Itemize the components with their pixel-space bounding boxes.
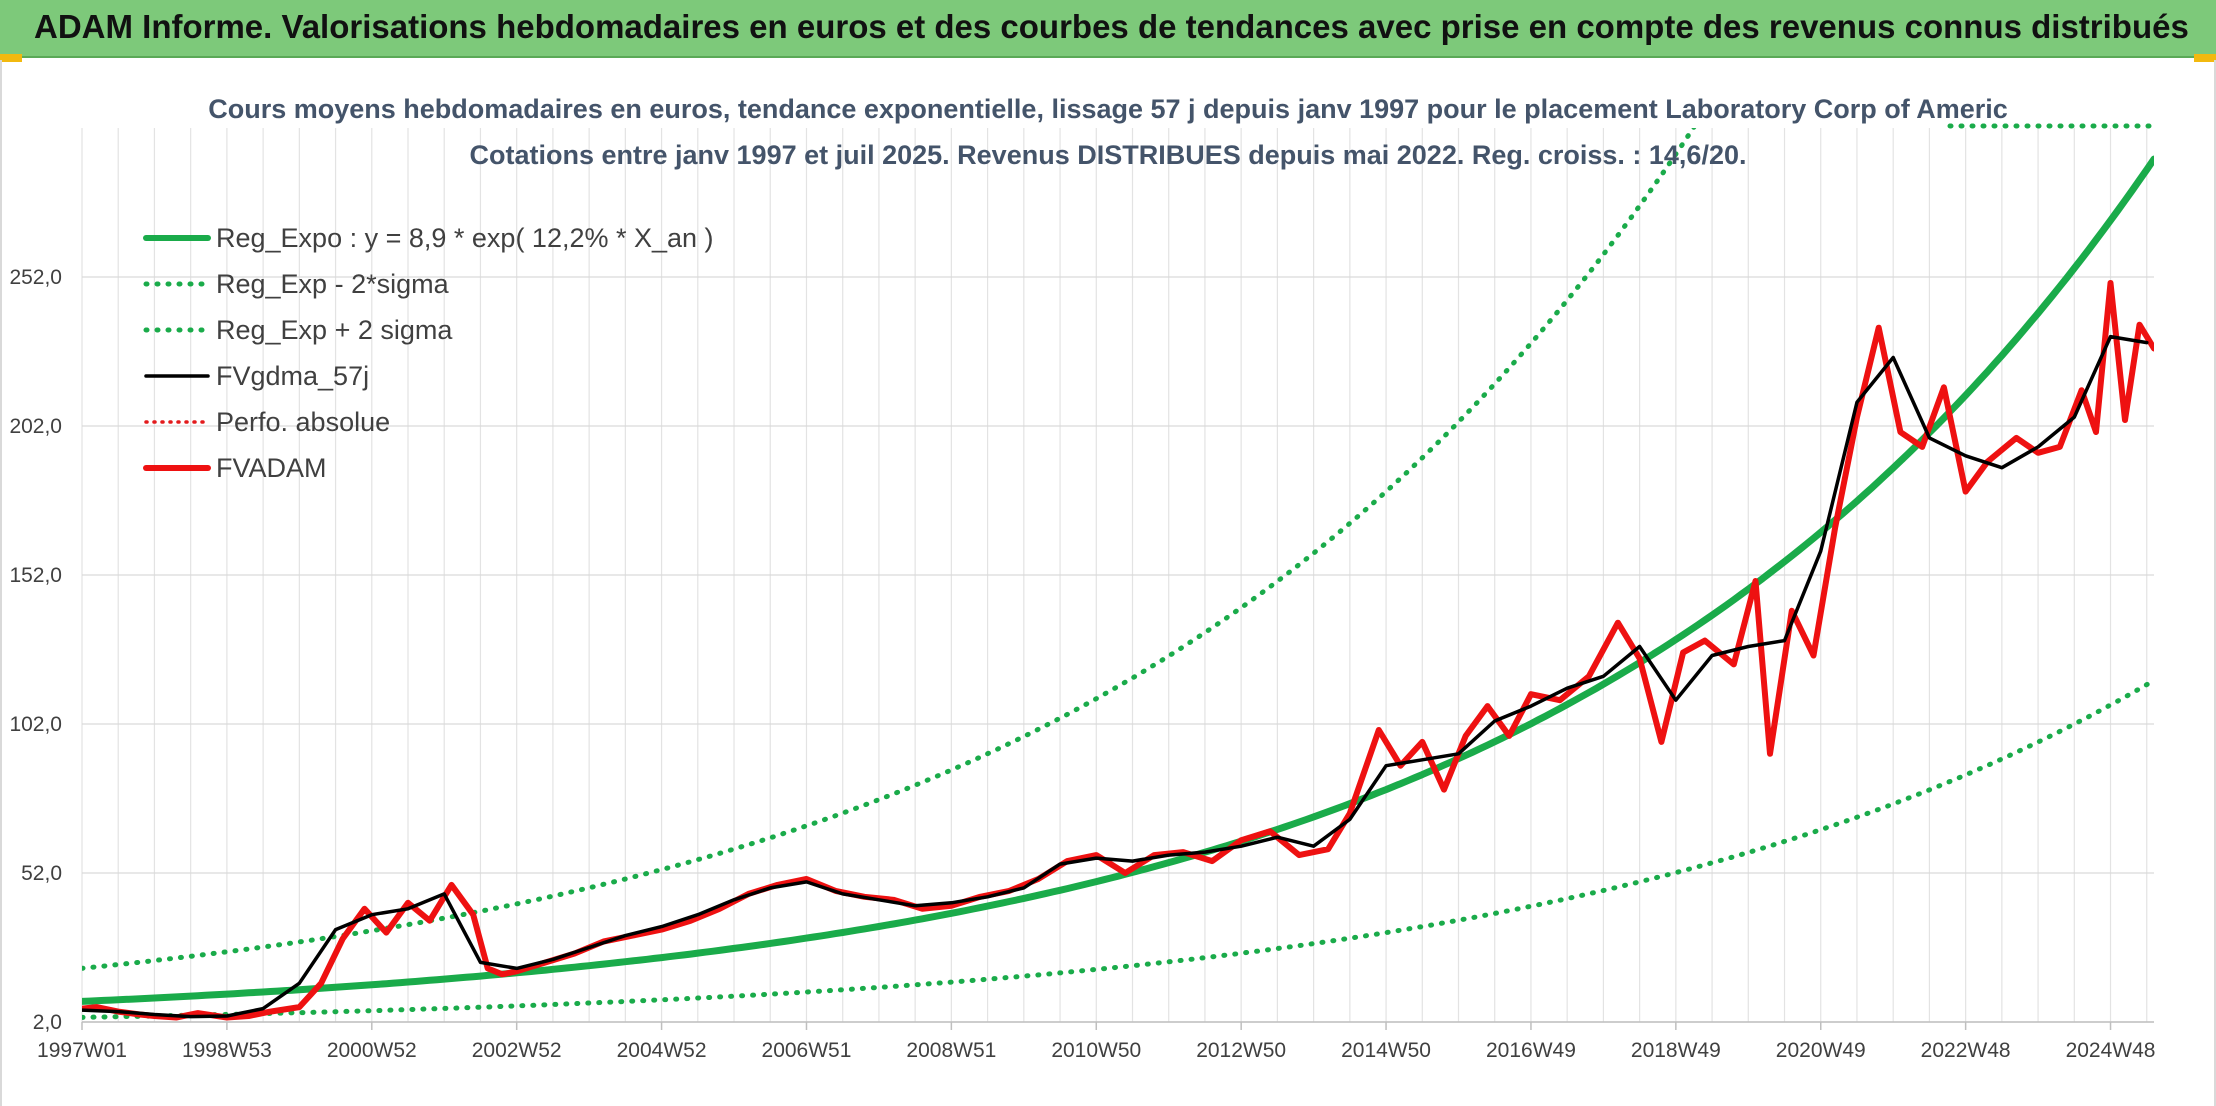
x-tick-label: 2024W48 (2066, 1039, 2156, 1062)
x-tick-label: 2008W51 (906, 1039, 996, 1062)
legend-label: FVgdma_57j (216, 361, 369, 391)
report-banner: ADAM Informe. Valorisations hebdomadaire… (0, 0, 2216, 58)
y-tick-label: 252,0 (9, 266, 62, 289)
chart-title: Cours moyens hebdomadaires en euros, ten… (208, 94, 2008, 124)
legend-label: Reg_Exp - 2*sigma (216, 269, 450, 299)
x-tick-label: 1998W53 (182, 1039, 272, 1062)
chart-series (82, 128, 2154, 1021)
banner-corner-left (0, 54, 22, 62)
x-tick-label: 2022W48 (1921, 1039, 2011, 1062)
x-tick-label: 1997W01 (37, 1039, 127, 1062)
chart-subtitle: Cotations entre janv 1997 et juil 2025. … (469, 140, 1746, 170)
series-reg-exp-minus-2sigma (82, 677, 2154, 1020)
legend-label: Reg_Exp + 2 sigma (216, 315, 453, 345)
x-tick-label: 2004W52 (617, 1039, 707, 1062)
x-tick-label: 2018W49 (1631, 1039, 1721, 1062)
y-tick-label: 202,0 (9, 415, 62, 438)
chart-axes: 2,0 52,0 102,0 152,0 202,0 252,0 1997W01 1998W5… (9, 266, 2155, 1062)
chart-grid (81, 128, 2154, 1023)
chart-frame (0, 60, 2216, 1106)
y-tick-label: 52,0 (21, 862, 62, 885)
series-fvadam (82, 280, 2154, 1021)
x-tick-label: 2002W52 (472, 1039, 562, 1062)
banner-corner-right (2194, 54, 2216, 62)
legend-label: Reg_Expo : y = 8,9 * exp( 12,2% * X_an ) (216, 223, 714, 253)
legend-label: FVADAM (216, 453, 327, 483)
series-reg-expo (82, 155, 2154, 1005)
x-tick-label: 2014W50 (1341, 1039, 1431, 1062)
x-tick-label: 2010W50 (1051, 1039, 1141, 1062)
x-tick-label: 2000W52 (327, 1039, 417, 1062)
x-tick-label: 2016W49 (1486, 1039, 1576, 1062)
series-fvgdma-57j (82, 334, 2149, 1019)
y-tick-label: 102,0 (9, 713, 62, 736)
report-banner-title: ADAM Informe. Valorisations hebdomadaire… (34, 8, 2189, 45)
chart-legend: Reg_Expo : y = 8,9 * exp( 12,2% * X_an )… (143, 223, 714, 483)
y-tick-label: 2,0 (33, 1011, 62, 1034)
x-tick-label: 2006W51 (762, 1039, 852, 1062)
x-tick-label: 2012W50 (1196, 1039, 1286, 1062)
x-tick-label: 2020W49 (1776, 1039, 1866, 1062)
legend-label: Perfo. absolue (216, 407, 390, 437)
y-tick-label: 152,0 (9, 564, 62, 587)
